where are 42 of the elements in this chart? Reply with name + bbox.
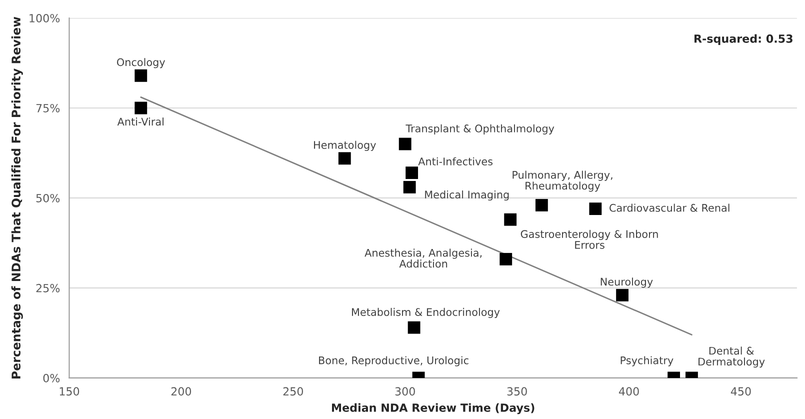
x-axis-title: Median NDA Review Time (Days) <box>332 403 534 414</box>
annotation: R-squared: 0.53 <box>694 34 792 45</box>
point <box>500 252 512 266</box>
annotation: Medical Imaging <box>425 190 509 201</box>
point <box>535 198 548 212</box>
x-tick-label: 250 <box>283 387 304 396</box>
annotation: Anti-Infectives <box>418 157 493 166</box>
point <box>406 166 418 179</box>
point <box>403 180 416 194</box>
x-tick-label: 450 <box>730 387 751 396</box>
annotation: Oncology <box>116 58 166 68</box>
x-tick-label: 300 <box>395 387 415 396</box>
x-tick-label: 350 <box>507 387 527 396</box>
y-axis-title: Percentage of NDAs That Qualified For Priority Review <box>11 16 23 378</box>
annotation: Psychiatry <box>620 356 674 366</box>
y-tick-label: 100% <box>30 14 60 22</box>
y-tick-label: 75% <box>36 104 60 112</box>
x-tick-label: 200 <box>171 387 192 396</box>
x-tick-label: 150 <box>60 387 80 396</box>
y-tick-label: 25% <box>36 284 60 292</box>
annotation: Neurology <box>600 278 653 288</box>
x-tick-label: 400 <box>618 387 639 396</box>
annotation: Pulmonary, Allergy, Rheumatology <box>512 170 612 192</box>
point <box>504 213 517 226</box>
y-tick-label: 0% <box>43 374 60 382</box>
annotation: Cardiovascular & Renal <box>610 204 730 212</box>
annotation: Bone, Reproductive, Urologic <box>319 356 468 366</box>
annotation: Hematology <box>314 140 376 151</box>
annotation: Anesthesia, Analgesia, Addiction <box>364 248 482 268</box>
annotation: Dental & Dermatology <box>698 346 765 368</box>
annotation: Metabolism & Endocrinology <box>352 308 500 318</box>
point <box>134 102 148 114</box>
point <box>134 69 148 82</box>
point <box>616 288 629 302</box>
point <box>338 152 351 165</box>
annotation: Transplant & Ophthalmology <box>406 124 554 134</box>
point <box>398 138 412 150</box>
annotation: Anti-Viral <box>117 118 164 126</box>
annotation: Gastroenterology & Inborn Errors <box>520 230 658 249</box>
point <box>589 202 602 215</box>
point <box>408 321 420 334</box>
y-tick-label: 50% <box>36 194 60 202</box>
